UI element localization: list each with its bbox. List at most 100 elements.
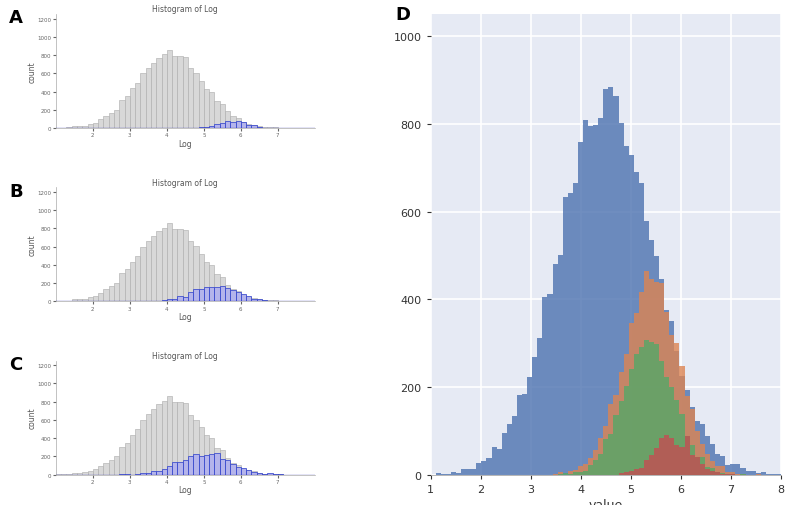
Bar [639, 292, 644, 475]
Bar [618, 124, 623, 475]
Bar [230, 290, 236, 302]
Bar [262, 128, 267, 129]
Bar [172, 57, 178, 129]
Bar [583, 121, 588, 475]
Bar [120, 101, 124, 129]
Bar [715, 454, 720, 475]
Bar [188, 415, 193, 475]
Bar [644, 272, 649, 475]
Bar [120, 274, 124, 302]
Bar [114, 284, 120, 302]
Bar [236, 292, 241, 302]
Bar [98, 466, 104, 475]
Bar [66, 128, 72, 129]
Bar [614, 96, 618, 475]
Bar [507, 424, 512, 475]
Bar [156, 471, 162, 475]
Bar [172, 402, 178, 475]
Bar [548, 294, 552, 475]
Bar [558, 256, 563, 475]
Bar [267, 128, 273, 129]
Bar [241, 296, 246, 302]
Bar [720, 473, 725, 475]
Text: B: B [10, 182, 23, 200]
Bar [220, 124, 225, 129]
Bar [639, 347, 644, 475]
Bar [720, 466, 725, 475]
Bar [167, 300, 172, 302]
Bar [151, 301, 156, 302]
Bar [246, 296, 251, 302]
Bar [608, 434, 614, 475]
Bar [251, 472, 257, 475]
Bar [680, 414, 685, 475]
Bar [124, 97, 130, 129]
Bar [599, 438, 603, 475]
Bar [72, 473, 77, 475]
Bar [156, 59, 162, 129]
Bar [151, 64, 156, 129]
Bar [230, 464, 236, 475]
Bar [730, 464, 736, 475]
Bar [517, 395, 522, 475]
Bar [204, 435, 209, 475]
Bar [183, 403, 188, 475]
Bar [198, 290, 204, 302]
Bar [680, 366, 685, 475]
Bar [563, 473, 567, 475]
Bar [167, 396, 172, 475]
Bar [669, 438, 674, 475]
Bar [230, 123, 236, 129]
Bar [273, 128, 278, 129]
Bar [66, 474, 72, 475]
Bar [588, 466, 593, 475]
Bar [578, 142, 583, 475]
Bar [669, 387, 674, 475]
X-axis label: value: value [589, 498, 623, 505]
Bar [220, 105, 225, 129]
Bar [124, 270, 130, 302]
Bar [88, 125, 92, 129]
Bar [695, 457, 700, 475]
Bar [66, 301, 72, 302]
Bar [649, 280, 654, 475]
Bar [92, 469, 98, 475]
Bar [151, 471, 156, 475]
Bar [204, 455, 209, 475]
Bar [98, 120, 104, 129]
Bar [537, 338, 542, 475]
Bar [664, 435, 669, 475]
Bar [552, 264, 558, 475]
Bar [183, 460, 188, 475]
Bar [236, 467, 241, 475]
Bar [603, 427, 608, 475]
Bar [262, 300, 267, 302]
Bar [736, 474, 740, 475]
Bar [241, 123, 246, 129]
Bar [108, 114, 114, 129]
Bar [644, 340, 649, 475]
Bar [654, 448, 659, 475]
Bar [120, 447, 124, 475]
Bar [588, 458, 593, 475]
Bar [214, 453, 220, 475]
Bar [481, 462, 486, 475]
Bar [183, 297, 188, 302]
Bar [214, 102, 220, 129]
Bar [466, 469, 471, 475]
Bar [188, 242, 193, 302]
Bar [251, 125, 257, 129]
Bar [193, 289, 198, 302]
Bar [230, 290, 236, 302]
Bar [140, 247, 146, 302]
Bar [251, 126, 257, 129]
Bar [241, 469, 246, 475]
Bar [82, 299, 88, 302]
Bar [178, 462, 183, 475]
Bar [82, 126, 88, 129]
Bar [567, 471, 573, 475]
Bar [267, 474, 273, 475]
Bar [710, 443, 715, 475]
Bar [130, 89, 135, 129]
Bar [146, 473, 151, 475]
